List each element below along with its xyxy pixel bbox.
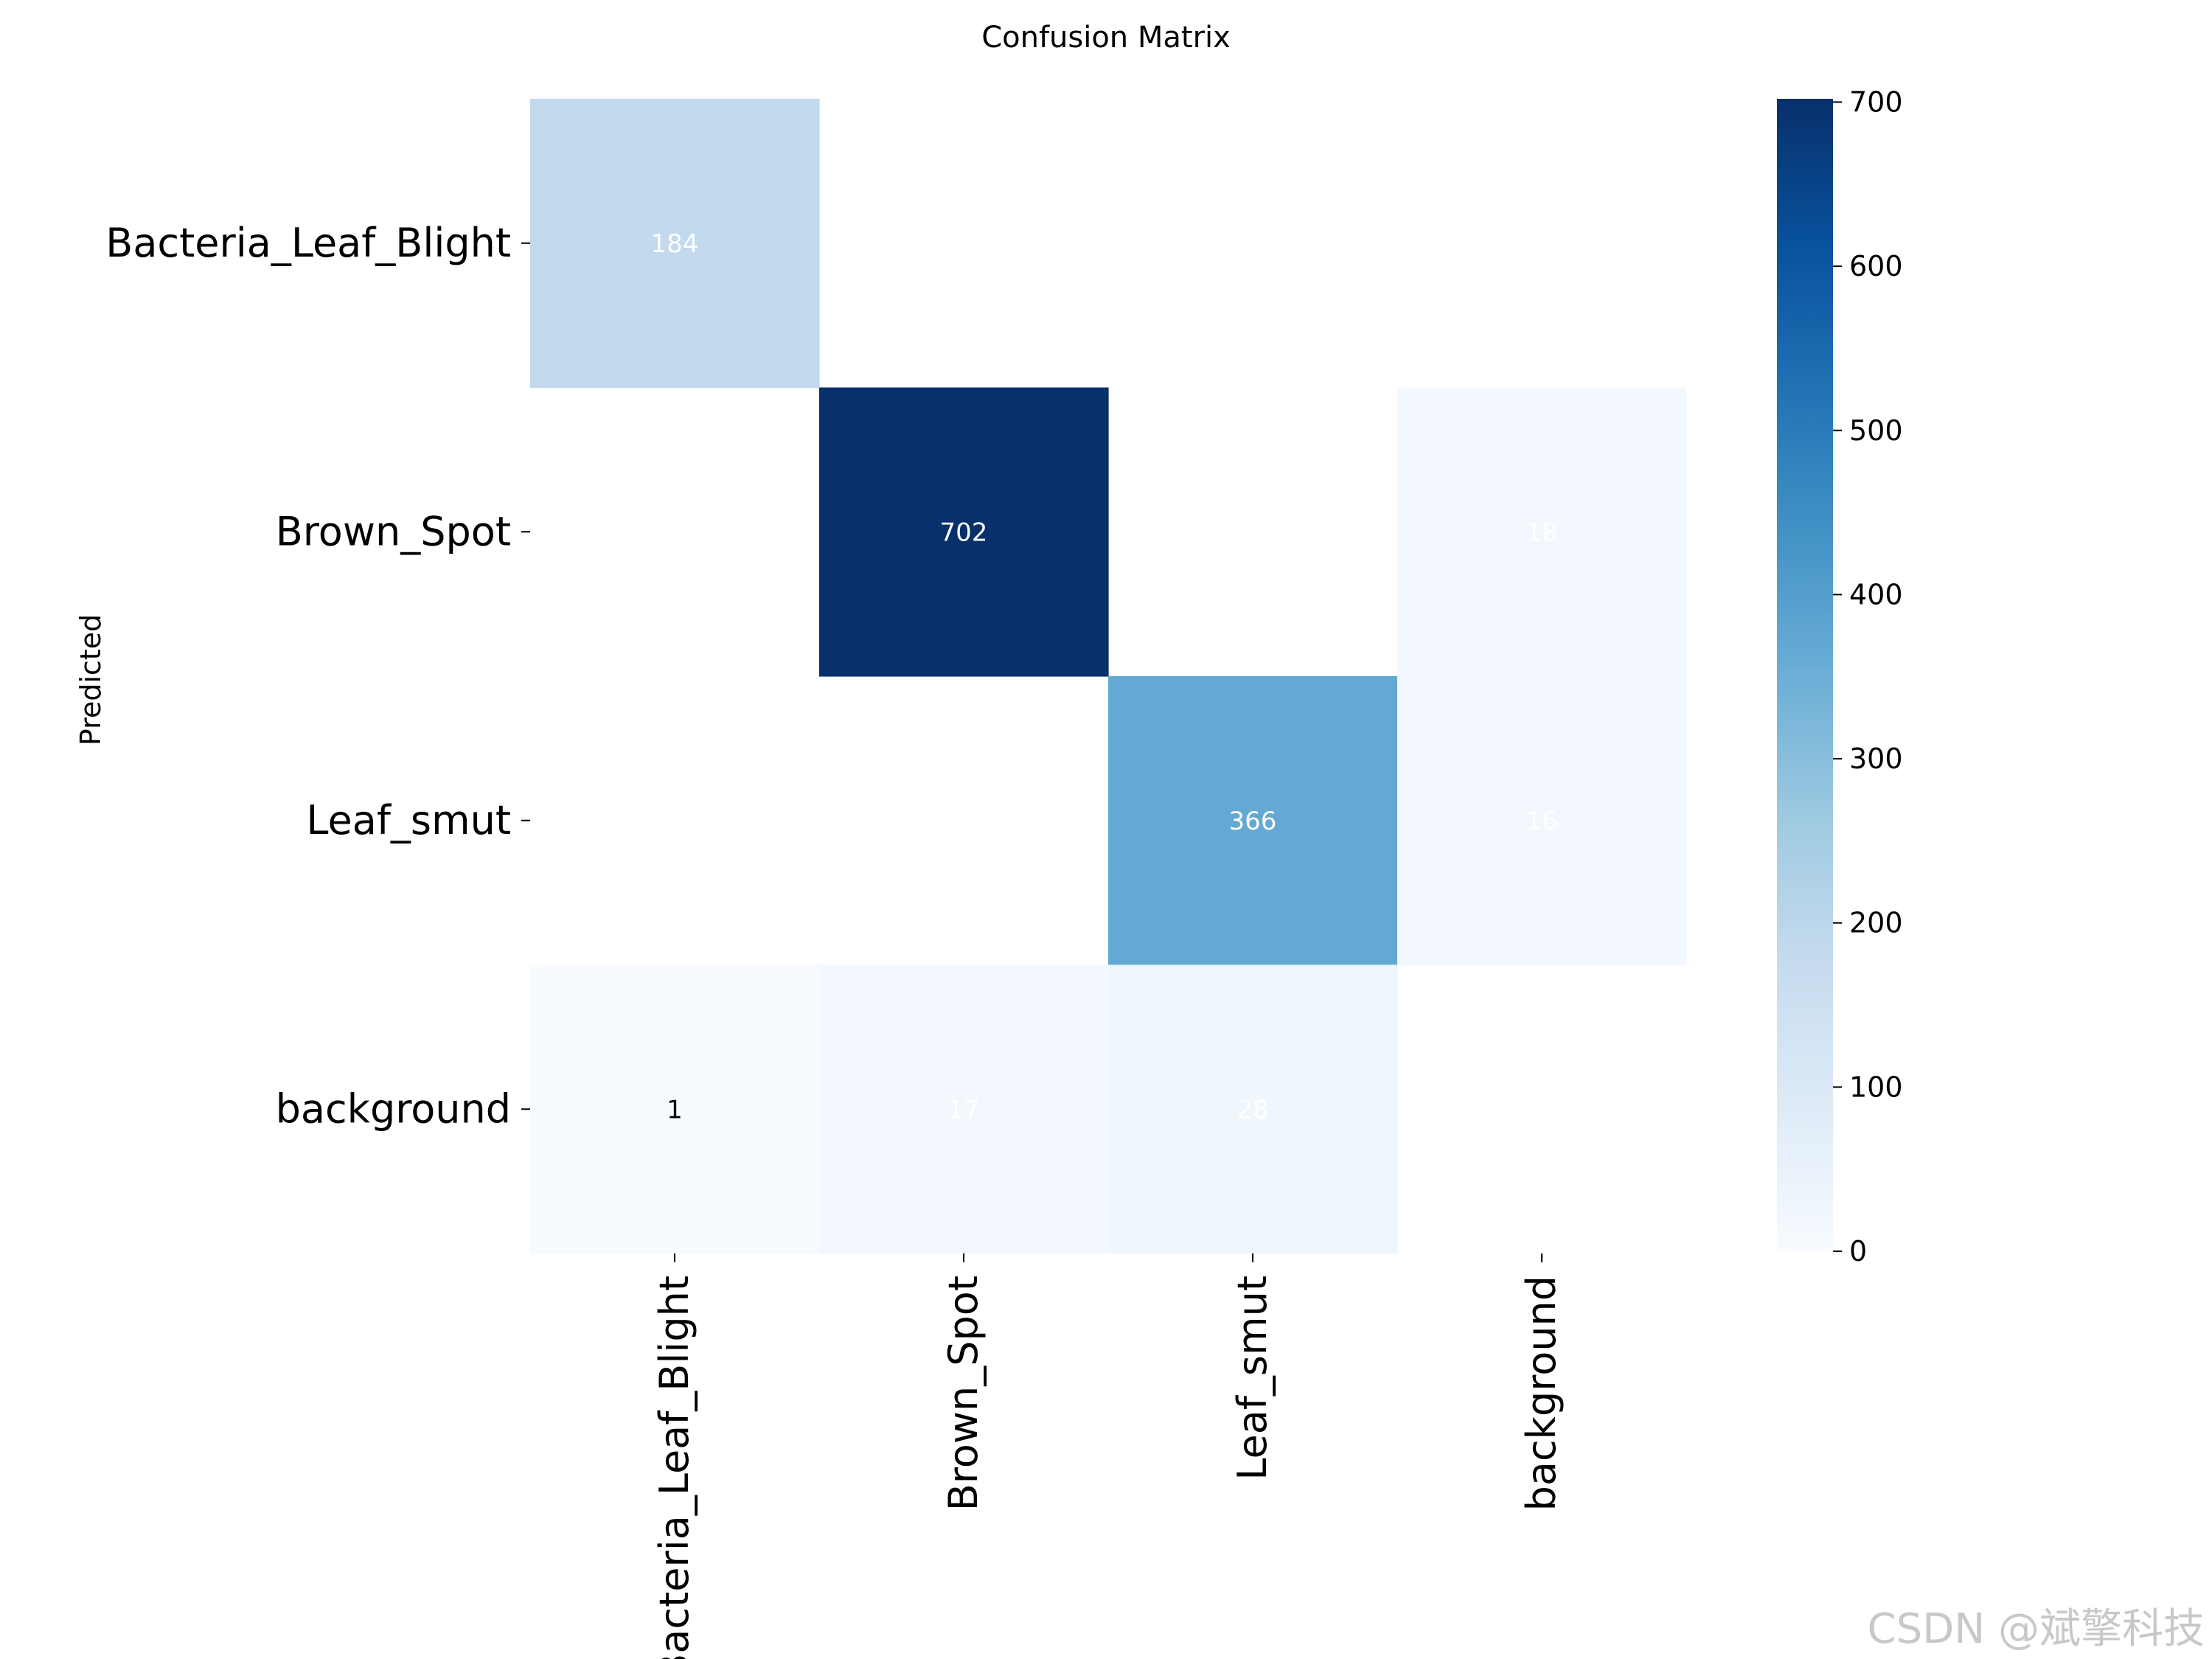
colorbar-tick-label: 0	[1849, 1235, 1867, 1267]
colorbar-ticks: 0 100 200 300 400 500 600 700	[1833, 86, 1903, 1267]
x-tick-label-bacteria-leaf-blight: Bacteria_Leaf_Blight	[651, 1276, 698, 1659]
y-tick-label-background: background	[276, 1085, 511, 1132]
colorbar-tick-label: 100	[1849, 1071, 1903, 1103]
heatmap-cell-brown-spot-brown-spot	[819, 387, 1109, 677]
x-tick-label-background: background	[1518, 1276, 1565, 1511]
colorbar-tick-label: 700	[1849, 86, 1903, 118]
colorbar-tick-label: 400	[1849, 578, 1903, 611]
heatmap-cell-value: 184	[651, 229, 699, 259]
heatmap-cell-value: 702	[940, 518, 988, 547]
heatmap-cell-value: 366	[1229, 807, 1277, 836]
watermark-text: CSDN @斌擎科技	[1868, 1605, 2205, 1653]
heatmap-cell-background-brown-spot	[819, 964, 1109, 1254]
colorbar-tick-label: 600	[1849, 250, 1903, 282]
heatmap-cell-value: 18	[1526, 518, 1557, 547]
heatmap-cell-background-leaf-smut	[1108, 964, 1398, 1254]
colorbar: 0 100 200 300 400 500 600 700	[1777, 86, 1903, 1267]
x-tick-label-brown-spot: Brown_Spot	[940, 1276, 987, 1511]
heatmap-cell-bacteria-leaf-blight-bacteria-leaf-blight	[530, 99, 820, 389]
colorbar-tick-label: 500	[1849, 414, 1903, 447]
y-tick-group: Bacteria_Leaf_Blight Brown_Spot Leaf_smutb…	[105, 220, 530, 1132]
colorbar-gradient	[1777, 99, 1833, 1251]
y-tick-label-leaf-smut: Leaf_smut	[306, 797, 511, 844]
colorbar-tick-label: 300	[1849, 742, 1903, 775]
heatmap-cell-leaf-smut-leaf-smut	[1108, 676, 1398, 966]
heatmap-cell-value: 28	[1237, 1095, 1268, 1124]
heatmap-cell-leaf-smut-background	[1397, 676, 1687, 966]
heatmap-cell-value: 1	[667, 1095, 683, 1124]
x-tick-group: Bacteria_Leaf_Blight Brown_Spot Leaf_smut b…	[651, 1253, 1565, 1659]
y-tick-label-brown-spot: Brown_Spot	[276, 508, 511, 554]
heatmap-cell-background-bacteria-leaf-blight	[530, 964, 820, 1254]
heatmap-cell-labels: 184 702 18 366 16 1 17 28	[651, 229, 1558, 1125]
heatmap-cells	[530, 99, 1687, 1254]
heatmap-cell-value: 16	[1526, 807, 1557, 836]
chart-title: Confusion Matrix	[981, 21, 1231, 55]
y-axis-label: Predicted	[74, 614, 107, 745]
heatmap-cell-brown-spot-background	[1397, 387, 1687, 677]
colorbar-tick-label: 200	[1849, 907, 1903, 939]
heatmap-cell-value: 17	[947, 1095, 979, 1124]
y-tick-label-bacteria-leaf-blight: Bacteria_Leaf_Blight	[105, 220, 511, 266]
x-tick-label-leaf-smut: Leaf_smut	[1229, 1276, 1276, 1481]
